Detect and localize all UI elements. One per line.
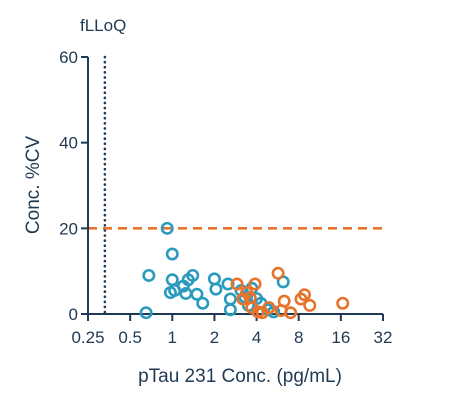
data-point-orange <box>336 296 350 310</box>
data-point-orange <box>277 294 291 308</box>
x-tick-label: 0.25 <box>71 328 104 347</box>
data-point-orange <box>262 301 276 315</box>
x-tick-label: 8 <box>294 328 303 347</box>
data-point-blue <box>186 268 200 282</box>
data-point-blue <box>142 268 156 282</box>
x-tick-label: 1 <box>168 328 177 347</box>
data-point-blue <box>209 282 223 296</box>
data-point-blue <box>139 306 153 320</box>
x-tick-label: 16 <box>331 328 350 347</box>
data-point-blue <box>160 221 174 235</box>
y-axis-label: Conc. %CV <box>23 136 44 235</box>
data-point-orange <box>298 288 312 302</box>
data-point-blue <box>207 272 221 286</box>
data-point-blue <box>190 287 204 301</box>
data-point-orange <box>230 277 244 291</box>
x-tick-label: 32 <box>374 328 393 347</box>
y-tick-label: 40 <box>59 134 78 153</box>
axes: 0 20 40 60 0.25 0.5 1 2 4 8 16 32 <box>59 48 392 347</box>
data-point-orange <box>303 298 317 312</box>
data-point-blue <box>165 247 179 261</box>
x-tick-label: 4 <box>252 328 261 347</box>
data-point-orange <box>248 277 262 291</box>
data-point-blue <box>223 292 237 306</box>
data-point-blue <box>221 277 235 291</box>
data-point-blue <box>223 303 237 317</box>
x-tick-label: 0.5 <box>118 328 142 347</box>
reference-lines <box>88 55 383 316</box>
fllq-annotation: fLLoQ <box>80 16 126 35</box>
data-point-orange <box>271 266 285 280</box>
chart-labels: pTau 231 Conc. (pg/mL) Conc. %CV fLLoQ <box>23 16 342 387</box>
data-point-blue <box>165 273 179 287</box>
y-tick-label: 0 <box>69 305 78 324</box>
data-point-blue <box>196 296 210 310</box>
data-point-orange <box>284 306 298 320</box>
data-points <box>139 221 350 320</box>
y-tick-label: 60 <box>59 48 78 67</box>
data-point-orange <box>236 292 250 306</box>
x-tick-label: 2 <box>210 328 219 347</box>
x-axis-label: pTau 231 Conc. (pg/mL) <box>138 366 342 387</box>
y-tick-label: 20 <box>59 219 78 238</box>
